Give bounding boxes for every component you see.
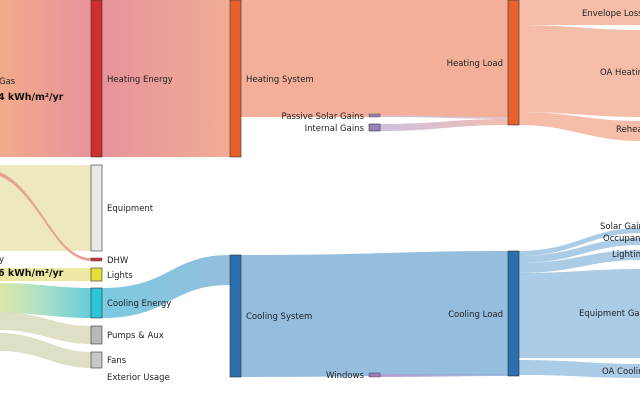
- label-heating-system: Heating System: [246, 75, 314, 85]
- node-cooling-energy: [90, 287, 103, 319]
- label-dhw: DHW: [107, 256, 129, 266]
- link-elec-cooling-energy: [0, 283, 91, 318]
- node-equipment: [90, 164, 103, 252]
- link-cooling-load-occupants: [519, 238, 640, 263]
- node-cooling-system: [229, 254, 242, 378]
- link-heating-load-envelope-losses: [519, 0, 640, 25]
- label-windows: Windows: [326, 371, 365, 381]
- link-elec-lights: [0, 268, 91, 281]
- node-cooling-load: [507, 250, 520, 377]
- node-dhw: [90, 257, 103, 262]
- sankey-labels: Gas 4 kWh/m²/yr y 6 kWh/m²/yr Heating En…: [0, 9, 640, 383]
- node-heating-load: [507, 0, 520, 126]
- link-internal-gains-heating-load: [380, 119, 508, 131]
- label-reheat: Reheat: [616, 125, 640, 135]
- link-cooling-load-solar-gains: [519, 228, 640, 256]
- sankey-links: [0, 0, 640, 378]
- link-gas-heating-energy: [0, 0, 91, 157]
- label-occupants: Occupants: [603, 234, 640, 244]
- label-lights: Lights: [107, 271, 133, 281]
- label-cooling-load: Cooling Load: [448, 310, 503, 320]
- label-equipment: Equipment: [107, 204, 154, 214]
- label-cooling-system: Cooling System: [246, 312, 312, 322]
- label-equipment-gains: Equipment Gains: [579, 309, 640, 319]
- node-lights: [90, 267, 103, 282]
- link-cooling-load-lighting: [519, 250, 640, 273]
- label-lighting: Lighting: [612, 250, 640, 260]
- sankey-nodes: [90, 0, 520, 378]
- label-oa-heating: OA Heating: [600, 68, 640, 78]
- link-elec-equipment: [0, 165, 91, 251]
- label-pumps-aux: Pumps & Aux: [107, 331, 164, 341]
- link-elec-fans: [0, 333, 91, 368]
- node-passive-solar: [368, 113, 381, 118]
- node-pumps-aux: [90, 325, 103, 345]
- node-internal-gains: [368, 123, 381, 132]
- label-passive-solar: Passive Solar Gains: [282, 112, 365, 122]
- link-passive-solar-heating-load: [380, 115, 508, 119]
- node-windows: [368, 372, 381, 378]
- label-elec-value: 6 kWh/m²/yr: [0, 268, 64, 279]
- link-elec-dhw: [0, 172, 91, 261]
- link-elec-pumps: [0, 312, 91, 344]
- label-heating-load: Heating Load: [447, 59, 503, 69]
- link-cooling-load-oa-cooling: [519, 360, 640, 378]
- label-gas: Gas: [0, 77, 16, 87]
- link-cooling-system-cooling-load: [241, 251, 508, 377]
- label-gas-value: 4 kWh/m²/yr: [0, 92, 64, 103]
- link-cooling-energy-cooling-system: [102, 255, 230, 318]
- label-solar-gains: Solar Gains: [600, 222, 640, 232]
- node-fans: [90, 351, 103, 369]
- link-heating-energy-heating-system: [102, 0, 230, 157]
- label-exterior: Exterior Usage: [107, 373, 170, 383]
- link-windows-cooling-load: [380, 374, 508, 377]
- node-heating-energy: [90, 0, 103, 158]
- label-oa-cooling: OA Cooling: [602, 367, 640, 377]
- node-heating-system: [229, 0, 242, 158]
- label-cooling-energy: Cooling Energy: [107, 299, 171, 309]
- link-heating-load-oa-heating: [519, 25, 640, 117]
- label-heating-energy: Heating Energy: [107, 75, 173, 85]
- link-heating-system-heating-load: [241, 0, 508, 117]
- label-elec: y: [0, 255, 4, 265]
- link-cooling-load-equipment-gains: [519, 269, 640, 358]
- label-envelope-losses: Envelope Losses: [582, 9, 640, 19]
- label-fans: Fans: [107, 356, 127, 366]
- link-heating-load-reheat: [519, 112, 640, 141]
- label-internal-gains: Internal Gains: [305, 124, 365, 134]
